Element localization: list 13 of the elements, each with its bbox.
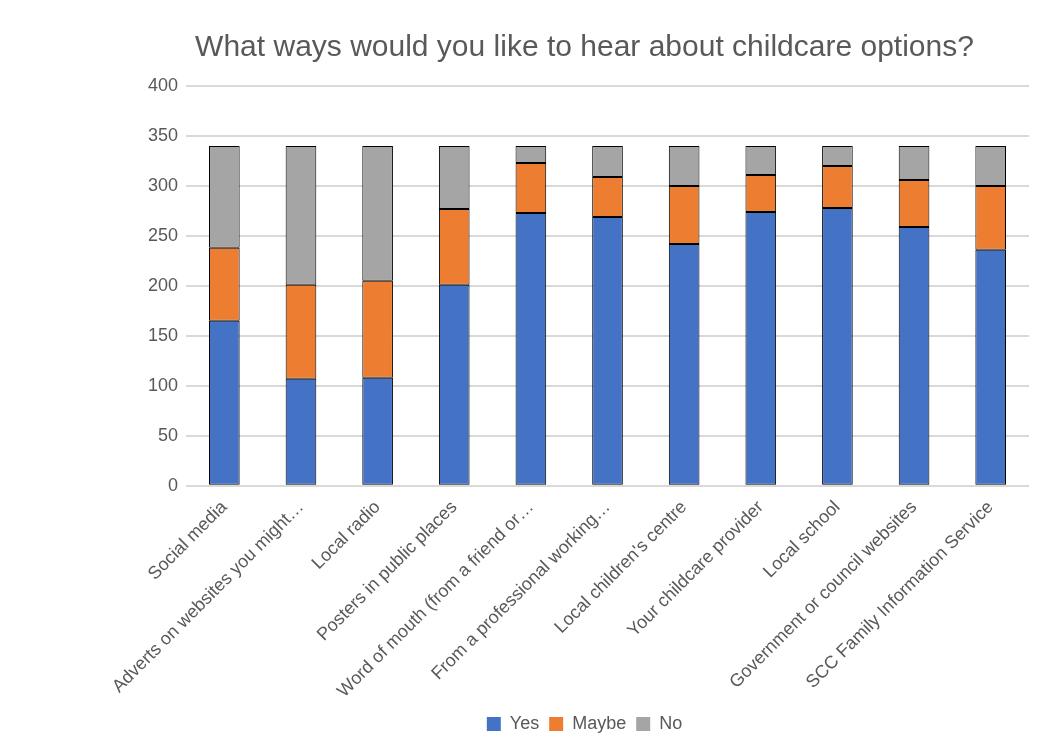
y-tick-label: 250 bbox=[147, 224, 179, 245]
legend-label: Yes bbox=[509, 712, 540, 733]
y-tick-label: 0 bbox=[168, 474, 179, 495]
y-tick-label: 50 bbox=[158, 424, 179, 445]
y-tick-label: 300 bbox=[147, 174, 179, 195]
y-tick-label: 100 bbox=[147, 374, 179, 395]
y-tick-label: 200 bbox=[147, 274, 179, 295]
legend-label: Maybe bbox=[572, 712, 627, 733]
y-tick-label: 350 bbox=[147, 124, 179, 145]
chart-title: What ways would you like to hear about childcare options? bbox=[195, 29, 974, 63]
y-tick-label: 400 bbox=[147, 74, 179, 95]
legend-label: No bbox=[659, 712, 683, 733]
y-tick-label: 150 bbox=[147, 324, 179, 345]
